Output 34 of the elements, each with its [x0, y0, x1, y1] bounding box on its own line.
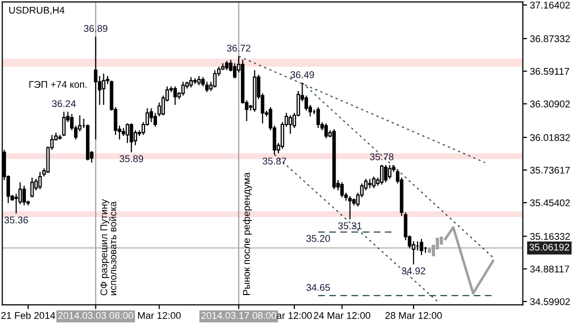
annotation: 35.78	[370, 153, 394, 160]
x-tick-label: ar 12:00	[276, 312, 312, 319]
annotation: 36.89	[84, 25, 108, 32]
y-tick-label: 35.73617	[530, 166, 570, 174]
x-tick-label: 28 Mar 12:00	[385, 312, 442, 319]
x-tick-label: 24 Mar 12:00	[314, 312, 370, 319]
y-tick-label: 34.59902	[530, 298, 570, 306]
x-tick-label: 2014.03.17 08:00	[201, 312, 276, 319]
annotation: 35.36	[4, 216, 28, 224]
annotation: 34.65	[306, 284, 330, 291]
y-tick-label: 35.16332	[530, 232, 570, 240]
y-tick-label: 34.88117	[530, 266, 570, 272]
annotation: 35.31	[338, 222, 362, 230]
y-tick-label: 36.59117	[530, 68, 570, 75]
annotation: 35.20	[306, 235, 330, 242]
annotation: 35.87	[262, 158, 286, 164]
y-tick-label: 36.87332	[530, 35, 570, 42]
chart-title: USDRUB,H4	[9, 6, 64, 15]
annotation: 36.72	[226, 44, 250, 52]
x-tick-label: Mar 12:00	[138, 312, 181, 319]
y-tick-label: 36.30902	[530, 100, 570, 108]
annotation: 34.92	[402, 267, 426, 274]
annotation: Рынок после референдума	[242, 172, 252, 295]
x-tick-label: 2014.03.03 08:00	[58, 312, 134, 319]
ref-line-label: 35.06192	[529, 244, 570, 251]
x-tick-label: 21 Feb 2014	[1, 312, 56, 319]
annotation: СФ разрешил Путину использовать войска	[100, 199, 116, 296]
annotation: 36.24	[52, 100, 76, 108]
y-tick-label: 35.45402	[530, 199, 570, 206]
annotation: 36.49	[290, 71, 314, 78]
y-tick-label: 36.01832	[530, 134, 570, 142]
y-tick-label: 37.16402	[530, 2, 570, 9]
annotation: 35.89	[120, 155, 144, 162]
annotation: ГЭП +74 коп.	[29, 80, 87, 88]
